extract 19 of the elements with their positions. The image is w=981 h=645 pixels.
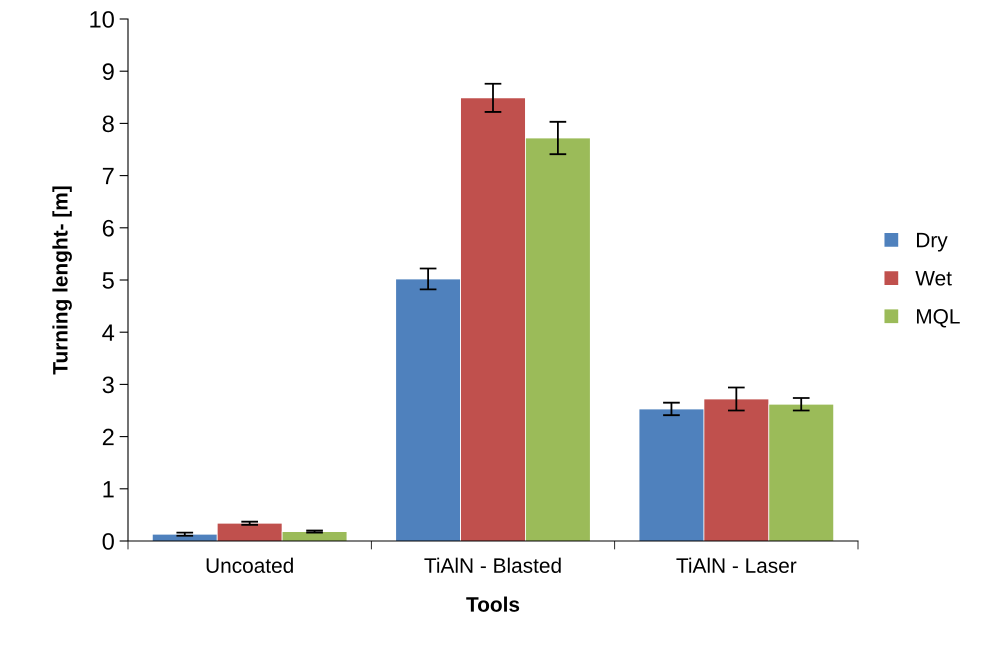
y-tick-label: 10 [90, 11, 114, 28]
legend-label: Wet [915, 271, 952, 286]
legend-label: MQL [917, 309, 960, 328]
y-tick-label: 2 [102, 428, 114, 446]
x-tick-label: TiAlN - Blasted [424, 558, 561, 573]
x-axis-title: Tools [466, 596, 520, 612]
x-tick-label: Uncoated [206, 558, 293, 573]
y-tick-label: 0 [102, 533, 114, 550]
y-tick-label: 9 [102, 63, 114, 80]
y-tick-label: 3 [102, 376, 114, 394]
legend-label: Dry [917, 232, 948, 252]
y-tick-label: 6 [102, 220, 114, 237]
y-axis-title: Turning lenght- [m] [52, 186, 72, 374]
y-tick-label: 8 [102, 115, 114, 132]
y-tick-label: 1 [103, 481, 114, 498]
y-tick-label: 5 [102, 272, 114, 289]
y-tick-label: 7 [102, 168, 114, 184]
y-tick-label: 4 [102, 324, 114, 341]
x-tick-label: TiAlN - Laser [676, 558, 796, 573]
